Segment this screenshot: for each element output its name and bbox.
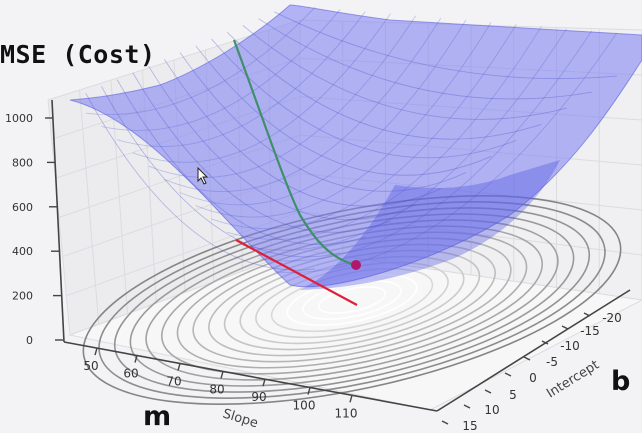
mesh-line [179, 52, 467, 192]
surface-mesh [85, 6, 618, 273]
mesh-line [101, 86, 341, 258]
mesh-line [226, 31, 542, 140]
z-tick-label: 400 [12, 245, 33, 258]
mesh-line [195, 45, 492, 176]
slope-tick [134, 355, 138, 363]
intercept-tick-label: -20 [602, 311, 622, 325]
z-tick-label: 200 [12, 290, 33, 303]
intercept-tick [561, 325, 569, 330]
slope-tick-label: 100 [293, 399, 316, 413]
z-axis: 0 200 400 600 800 1000 [5, 112, 63, 347]
mesh-line [163, 59, 442, 207]
b-label: b [611, 366, 631, 397]
mesh-line [242, 25, 567, 120]
intercept-tick-label: 15 [462, 419, 477, 433]
slope-tick-label: 110 [335, 406, 358, 420]
mesh-line [85, 92, 316, 271]
mesh-line [148, 65, 416, 221]
mesh-line [85, 6, 316, 115]
intercept-tick [484, 389, 492, 394]
mesh-line [116, 79, 366, 245]
slope-tick [262, 378, 266, 387]
slope-axis-line [63, 341, 438, 412]
z-tick-label: 0 [26, 334, 33, 347]
intercept-tick [523, 356, 531, 361]
slope-tick-label: 60 [123, 367, 138, 381]
intercept-tick [441, 420, 449, 425]
slope-tick [307, 387, 311, 395]
mesh-line [148, 15, 417, 178]
surface-shadow [300, 160, 560, 290]
intercept-tick-label: 10 [484, 403, 499, 417]
slope-tick-label: 70 [166, 374, 181, 388]
mesh-line [258, 30, 593, 262]
z-axis-line [51, 99, 65, 343]
mesh-line [274, 32, 618, 273]
mesh-line [132, 72, 391, 233]
chart-title: MSE (Cost) [0, 40, 156, 69]
mouse-cursor-icon [197, 167, 209, 185]
z-tick-label: 600 [12, 201, 33, 214]
contour-ring [317, 286, 387, 314]
slope-tick [220, 371, 224, 379]
mesh-line [179, 19, 467, 206]
slope-tick-label: 50 [83, 359, 98, 373]
slope-tick [177, 363, 181, 371]
intercept-tick-label: 5 [509, 388, 517, 402]
slope-tick-label: 90 [251, 390, 266, 404]
slope-tick [94, 347, 98, 356]
mesh-line [211, 38, 517, 159]
z-tick-label: 1000 [5, 112, 33, 125]
mesh-line [211, 24, 517, 229]
mesh-line [117, 11, 366, 147]
intercept-tick [504, 372, 512, 377]
intercept-tick [541, 340, 549, 345]
mesh-line [132, 13, 391, 163]
intercept-axis-line [436, 289, 631, 412]
mesh-line [227, 26, 542, 240]
intercept-tick-label: -10 [560, 339, 580, 353]
mesh-line [195, 21, 492, 218]
z-tick-label: 800 [12, 156, 33, 169]
gradient-descent-path [232, 39, 356, 267]
contour-ring [302, 280, 402, 320]
intercept-tick-label: -15 [580, 324, 600, 338]
slope-tick [349, 395, 353, 403]
cost-surface [69, 4, 642, 290]
m-label: m [143, 401, 172, 432]
slope-axis: 50 60 70 80 90 100 110 [83, 347, 358, 420]
slope-axis-label: Slope [221, 406, 260, 431]
descent-projection-line [235, 239, 358, 306]
mesh-line [101, 8, 341, 131]
mesh-line [164, 17, 442, 192]
mesh-line [274, 11, 617, 80]
intercept-tick-label: -5 [546, 355, 558, 369]
intercept-axis: -20-15-10-5 05 10 15 [441, 311, 622, 433]
mesh-line [258, 18, 592, 100]
mesh-line [242, 28, 567, 251]
intercept-tick [463, 404, 471, 409]
intercept-tick-label: 0 [529, 371, 537, 385]
slope-tick-label: 80 [209, 382, 224, 396]
intercept-tick [583, 312, 591, 317]
minimum-point [351, 260, 361, 270]
